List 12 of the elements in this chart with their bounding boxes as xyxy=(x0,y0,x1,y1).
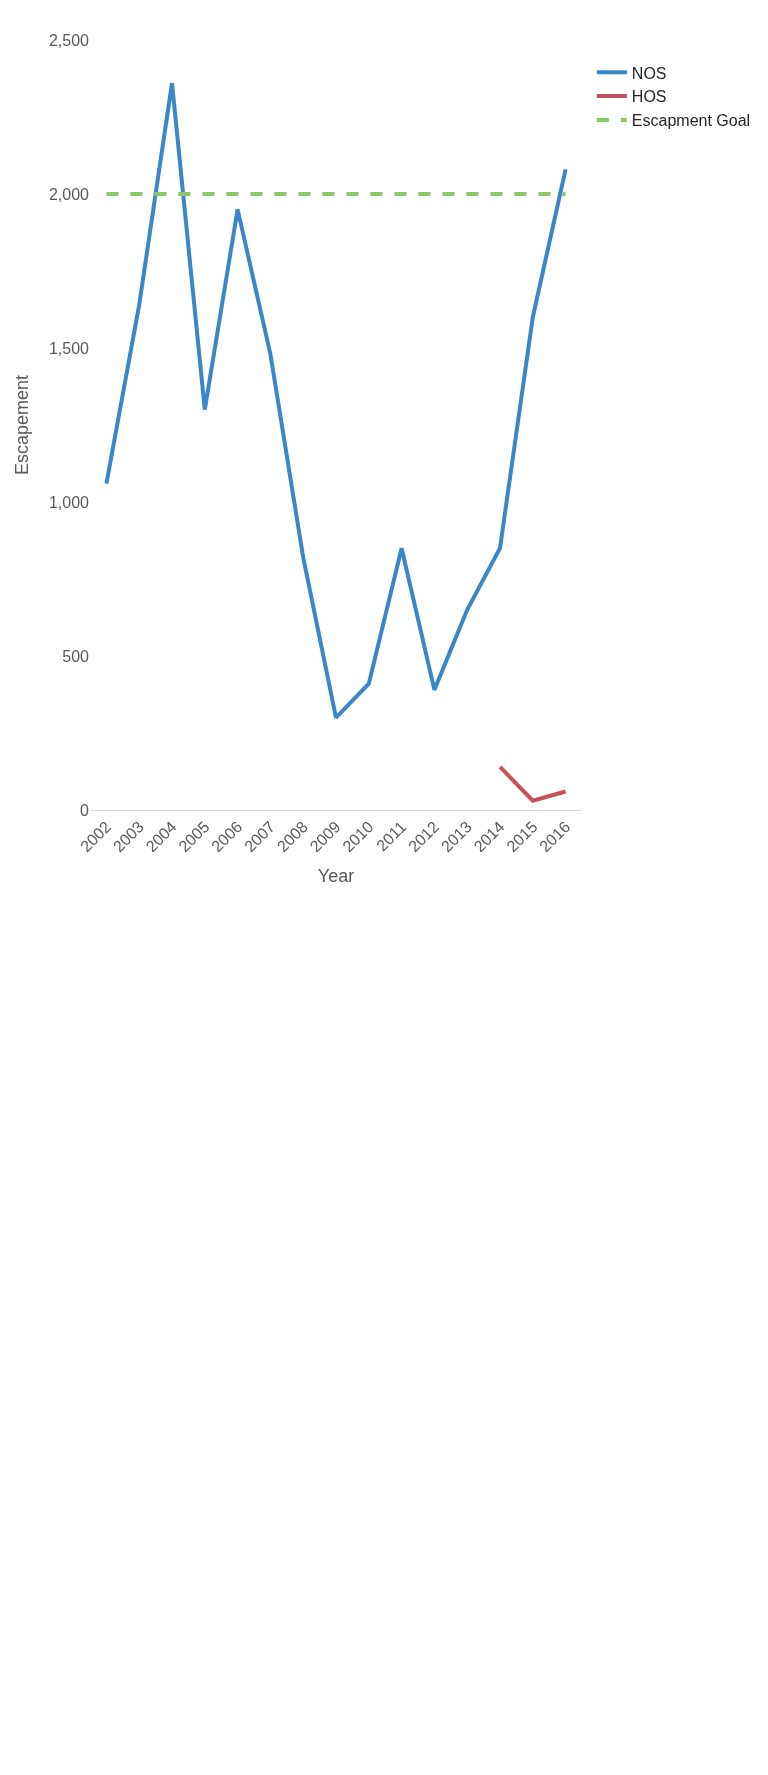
y-tick-label: 500 xyxy=(62,647,90,665)
y-tick-label: 2,000 xyxy=(48,185,90,203)
x-axis-title: Year xyxy=(317,866,355,887)
y-tick-label: 0 xyxy=(80,801,90,819)
y-tick-label: 2,500 xyxy=(48,31,90,49)
legend-label: HOS xyxy=(631,88,667,106)
y-axis-title: Escapement xyxy=(12,374,33,476)
line-series xyxy=(104,81,568,720)
y-tick-label: 1,000 xyxy=(48,493,90,511)
y-tick-label: 1,500 xyxy=(48,339,90,357)
legend-label: Escapment Goal xyxy=(631,112,751,130)
legend-label: NOS xyxy=(631,64,667,82)
